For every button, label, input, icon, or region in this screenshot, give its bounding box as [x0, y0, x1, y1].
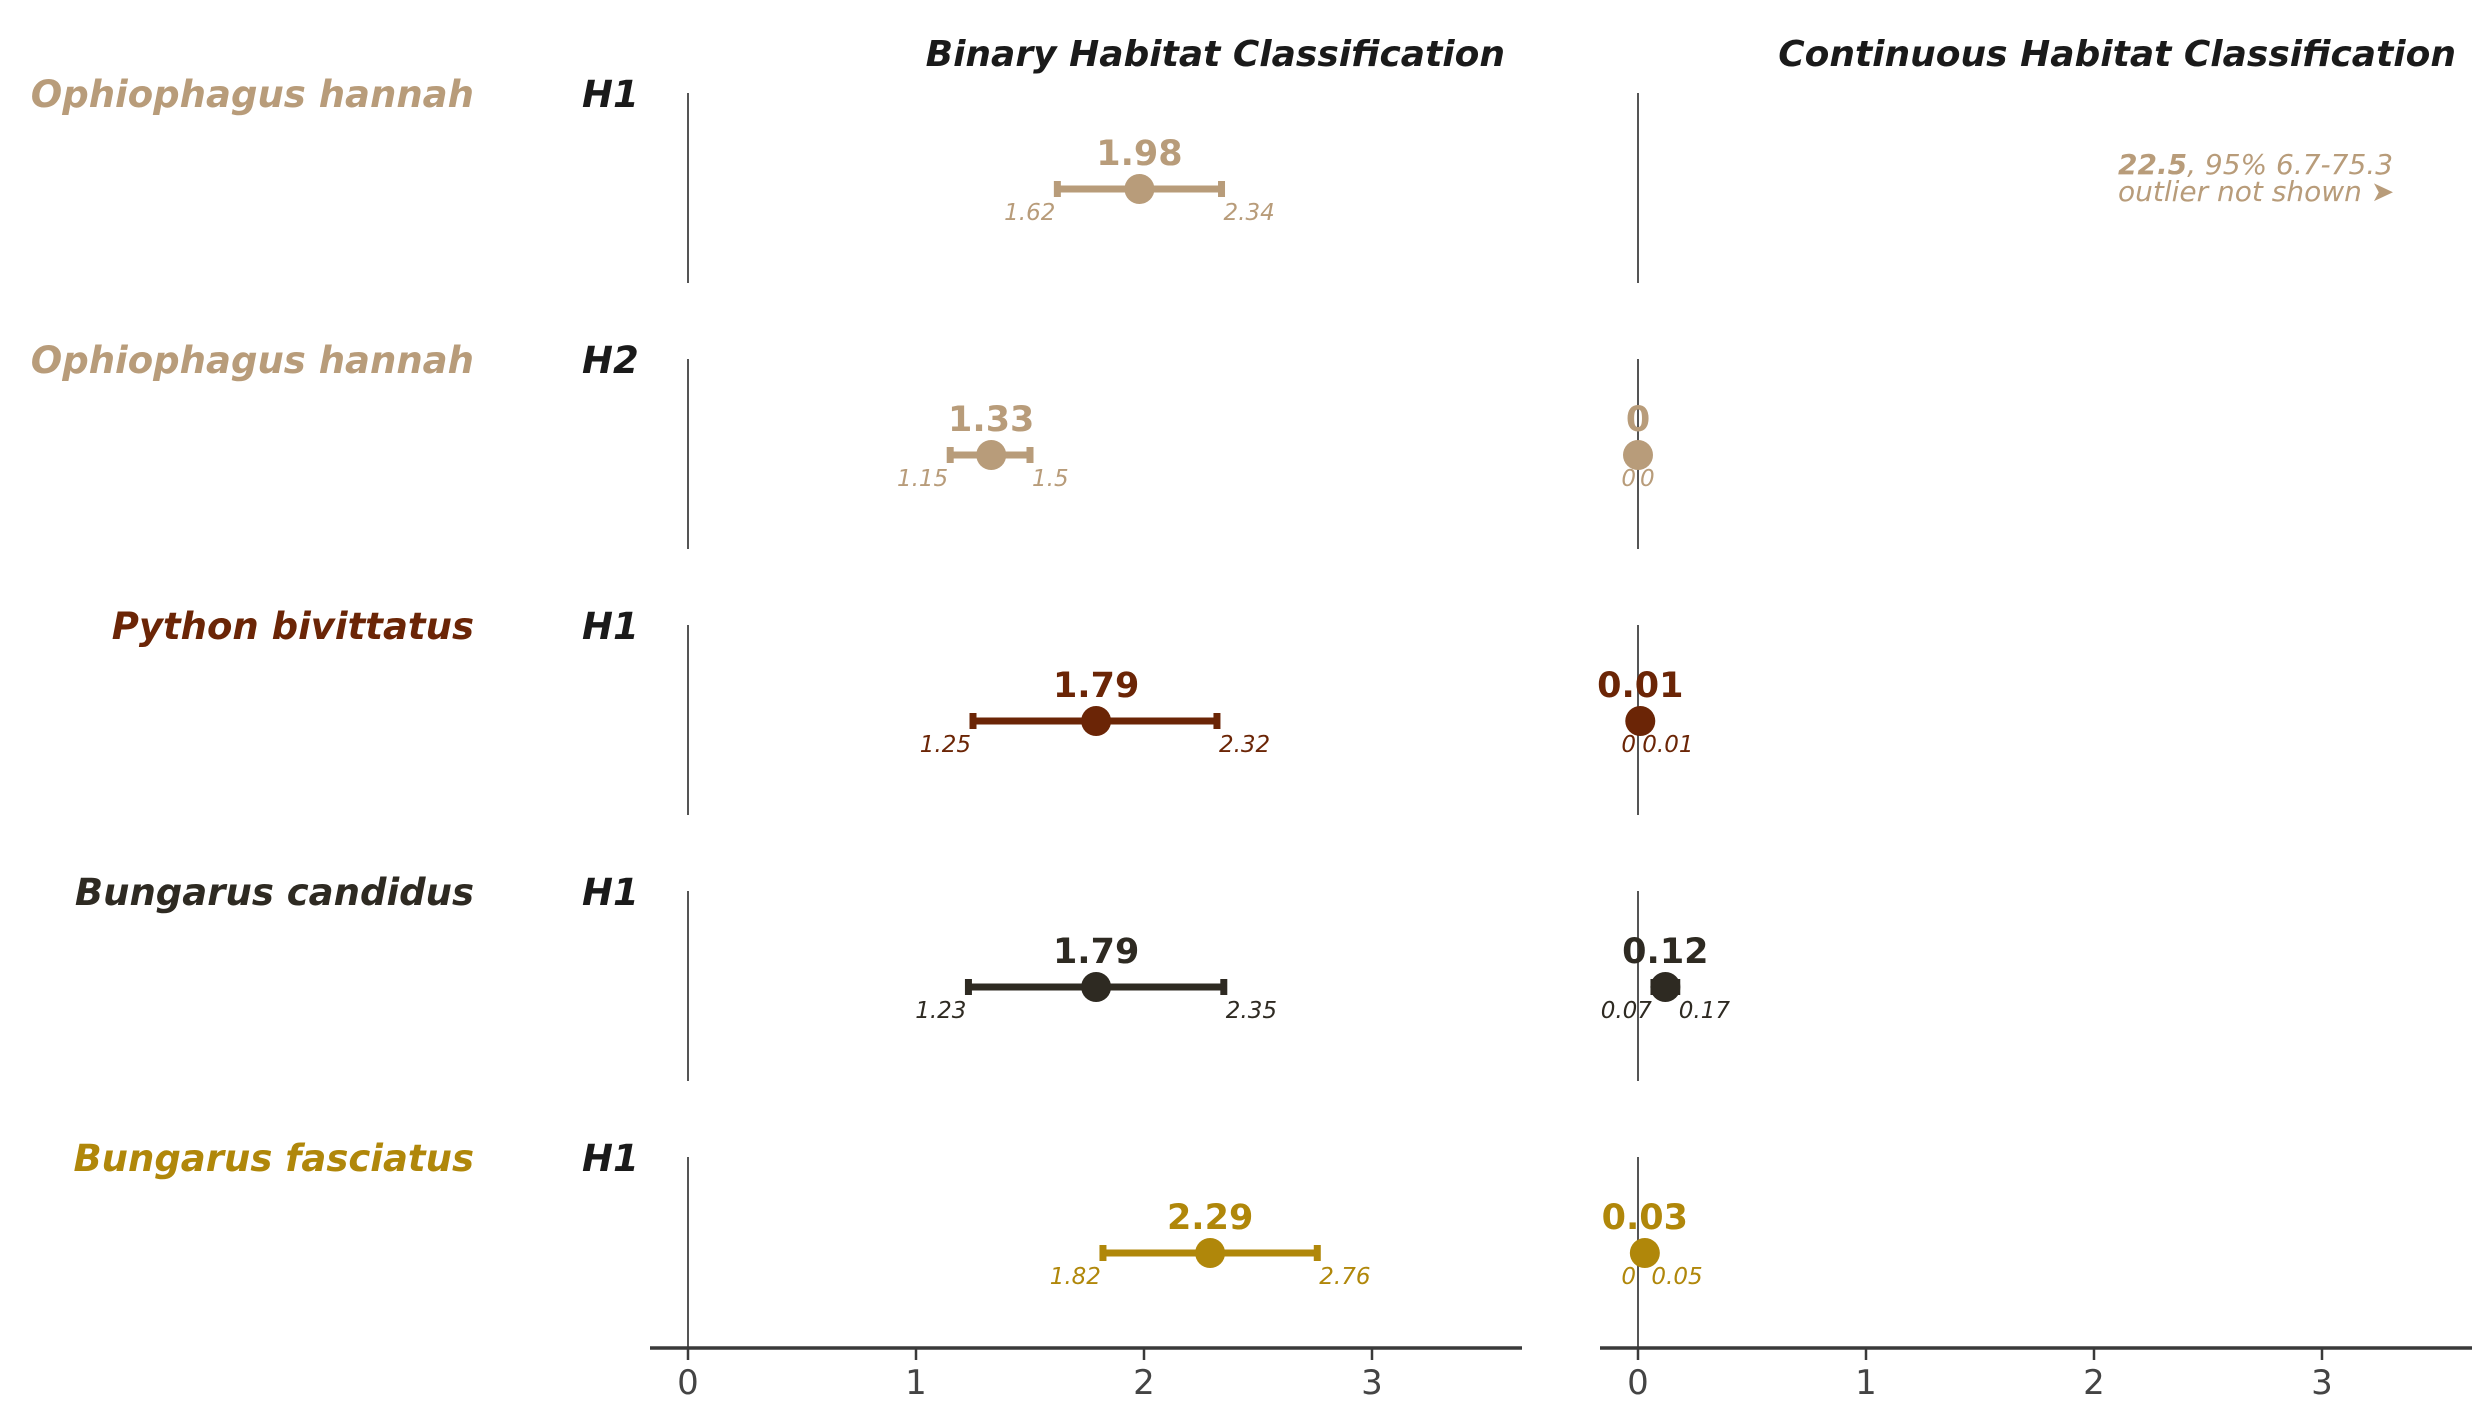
ci-low-label-continuous: 0 — [1621, 1264, 1636, 1290]
species-label: Bungarus fasciatus — [73, 1137, 474, 1180]
estimate-point-binary — [1124, 174, 1155, 204]
outlier-note-text: outlier not shown ➤ — [2118, 175, 2394, 208]
hypothesis-label: H1 — [582, 605, 639, 648]
estimate-point-continuous — [1650, 972, 1681, 1002]
ci-low-label-continuous: 0.07 — [1601, 998, 1653, 1024]
estimate-point-continuous — [1629, 1238, 1660, 1268]
species-label: Python bivittatus — [112, 605, 474, 648]
estimate-point-continuous — [1623, 440, 1653, 470]
x-tick-label-1-0: 0 — [1627, 1363, 1649, 1403]
ci-low-label-binary: 1.62 — [1004, 200, 1055, 226]
estimate-label-continuous: 0 — [1626, 400, 1650, 440]
x-tick-label-0-3: 3 — [1361, 1363, 1383, 1403]
panel-title-continuous: Continuous Habitat Classification — [1778, 34, 2456, 75]
axes-layer: 0 1 2 3 0 1 2 3 — [650, 1346, 2472, 1403]
estimate-label-binary: 2.29 — [1167, 1198, 1253, 1238]
forest-row-4: Bungarus fasciatus H1 2.29 1.82 2.76 0.03 0 0.0… — [73, 1137, 1703, 1347]
estimate-label-binary: 1.79 — [1053, 666, 1139, 706]
estimate-point-binary — [976, 440, 1007, 470]
hypothesis-label: H2 — [582, 339, 639, 382]
outlier-ci: , 95% 6.7-75.3 — [2187, 148, 2393, 181]
ci-low-label-continuous: 0 — [1621, 466, 1636, 492]
panel-title-binary: Binary Habitat Classification — [926, 34, 1505, 75]
hypothesis-label: H1 — [582, 1137, 639, 1180]
ci-high-label-binary: 2.32 — [1219, 732, 1270, 758]
estimate-label-binary: 1.33 — [948, 400, 1034, 440]
forest-row-1: Ophiophagus hannah H21.331.15 1.500 0 — [31, 339, 1655, 549]
ci-low-label-binary: 1.23 — [915, 998, 966, 1024]
forest-row-3: Bungarus candidus H1 1.79 1.23 2.35 0.12 0.07 0… — [75, 871, 1730, 1081]
ci-low-label-continuous: 0 — [1621, 732, 1636, 758]
hypothesis-label: H1 — [582, 871, 639, 914]
estimate-label-continuous: 0.01 — [1597, 666, 1683, 706]
estimate-label-continuous: 0.03 — [1602, 1198, 1688, 1238]
ci-high-label-binary: 2.76 — [1319, 1264, 1370, 1290]
x-tick-label-0-0: 0 — [677, 1363, 699, 1403]
ci-high-label-continuous: 0.17 — [1679, 998, 1731, 1024]
ci-high-label-binary: 2.34 — [1224, 200, 1275, 226]
ci-high-label-continuous: 0.01 — [1642, 732, 1693, 758]
rows-layer: Ophiophagus hannah H1 1.98 1.62 2.34 22.5, 95… — [31, 73, 2394, 1347]
species-label: Ophiophagus hannah — [31, 339, 474, 382]
ci-high-label-continuous: 0.05 — [1651, 1264, 1702, 1290]
x-tick-label-1-2: 2 — [2083, 1363, 2105, 1403]
x-tick-label-0-2: 2 — [1133, 1363, 1155, 1403]
x-tick-label-1-1: 1 — [1855, 1363, 1877, 1403]
ci-high-label-binary: 2.35 — [1226, 998, 1277, 1024]
x-tick-label-0-1: 1 — [905, 1363, 927, 1403]
forest-row-0: Ophiophagus hannah H1 1.98 1.62 2.34 22.5, 95… — [31, 73, 2394, 283]
ci-low-label-binary: 1.25 — [920, 732, 971, 758]
estimate-point-binary — [1195, 1238, 1226, 1268]
estimate-point-binary — [1081, 972, 1112, 1002]
outlier-estimate: 22.5 — [2118, 148, 2187, 181]
estimate-label-binary: 1.98 — [1096, 134, 1182, 174]
forest-row-2: Python bivittatus H11.791.25 2.320.010 0.01 — [112, 605, 1693, 815]
species-label: Bungarus candidus — [75, 871, 474, 914]
estimate-label-continuous: 0.12 — [1622, 932, 1708, 972]
species-label: Ophiophagus hannah — [31, 73, 474, 116]
estimate-point-binary — [1081, 706, 1112, 736]
estimate-label-binary: 1.79 — [1053, 932, 1139, 972]
hypothesis-label: H1 — [582, 73, 639, 116]
ci-low-label-binary: 1.15 — [897, 466, 948, 492]
ci-high-label-continuous: 0 — [1640, 466, 1655, 492]
ci-low-label-binary: 1.82 — [1050, 1264, 1101, 1290]
x-tick-label-1-3: 3 — [2311, 1363, 2333, 1403]
ci-high-label-binary: 1.5 — [1032, 466, 1069, 492]
estimate-point-continuous — [1625, 706, 1656, 736]
outlier-note-estimate: 22.5, 95% 6.7-75.3 — [2118, 148, 2393, 181]
